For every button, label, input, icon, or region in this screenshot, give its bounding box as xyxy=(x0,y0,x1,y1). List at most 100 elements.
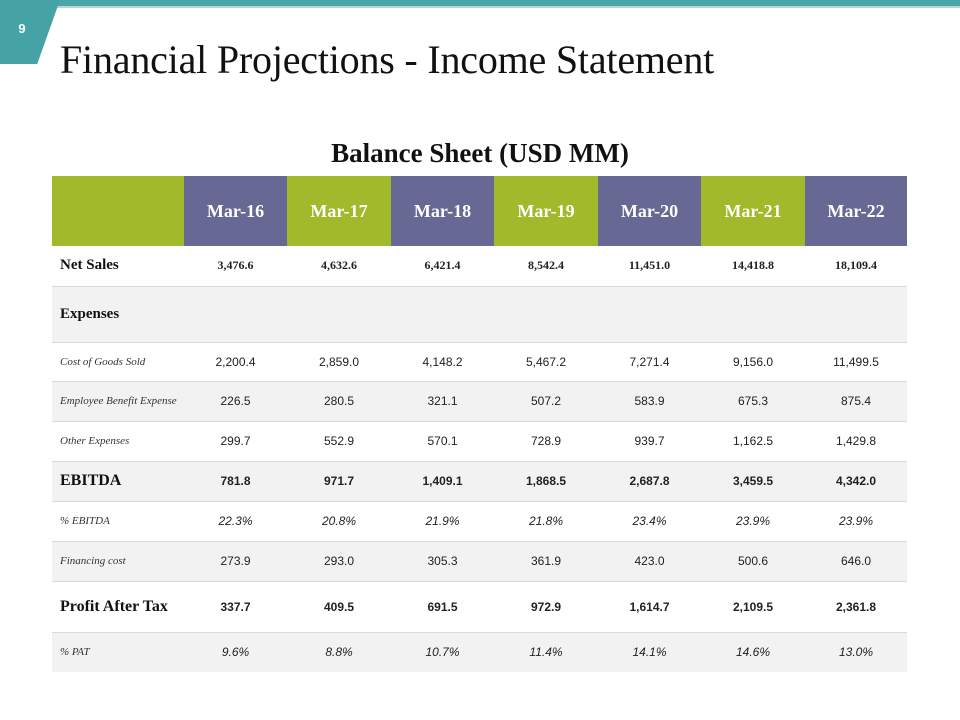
table-cell: 23.9% xyxy=(701,501,805,542)
table-cell: 507.2 xyxy=(494,381,598,422)
table-cell: 4,632.6 xyxy=(287,246,391,287)
table-cell: 781.8 xyxy=(184,461,287,502)
row-label: Employee Benefit Expense xyxy=(52,381,184,422)
table-cell: 1,429.8 xyxy=(805,421,907,462)
table-cell: 299.7 xyxy=(184,421,287,462)
table-cell: 2,687.8 xyxy=(598,461,701,502)
table-cell: 423.0 xyxy=(598,541,701,582)
top-accent-bar xyxy=(0,0,960,6)
table-cell: 3,459.5 xyxy=(701,461,805,502)
header-corner-cell xyxy=(52,176,184,246)
table-cell: 23.4% xyxy=(598,501,701,542)
table-row-financing-cost: Financing cost 273.9 293.0 305.3 361.9 4… xyxy=(52,541,907,582)
table-cell: 4,148.2 xyxy=(391,342,494,382)
table-cell: 11,451.0 xyxy=(598,246,701,287)
table-cell: 675.3 xyxy=(701,381,805,422)
page-number-flag xyxy=(0,0,60,64)
table-row-expenses: Expenses xyxy=(52,286,907,343)
table-cell xyxy=(598,286,701,343)
table-cell: 321.1 xyxy=(391,381,494,422)
table-cell: 6,421.4 xyxy=(391,246,494,287)
year-header: Mar-16 xyxy=(184,176,287,246)
table-cell: 646.0 xyxy=(805,541,907,582)
table-row-profit-after-tax: Profit After Tax 337.7 409.5 691.5 972.9… xyxy=(52,581,907,633)
table-cell: 20.8% xyxy=(287,501,391,542)
row-label: EBITDA xyxy=(52,461,184,502)
table-cell: 939.7 xyxy=(598,421,701,462)
table-cell: 337.7 xyxy=(184,581,287,633)
row-label: Net Sales xyxy=(52,246,184,287)
year-header: Mar-21 xyxy=(701,176,805,246)
table-cell: 1,409.1 xyxy=(391,461,494,502)
table-row-net-sales: Net Sales 3,476.6 4,632.6 6,421.4 8,542.… xyxy=(52,246,907,287)
table-cell: 7,271.4 xyxy=(598,342,701,382)
table-cell xyxy=(805,286,907,343)
table-cell: 2,200.4 xyxy=(184,342,287,382)
header-row: Mar-16 Mar-17 Mar-18 Mar-19 Mar-20 Mar-2… xyxy=(52,176,907,246)
table-cell: 21.9% xyxy=(391,501,494,542)
row-label: Financing cost xyxy=(52,541,184,582)
table-cell: 14.1% xyxy=(598,632,701,672)
table-row-other-expenses: Other Expenses 299.7 552.9 570.1 728.9 9… xyxy=(52,421,907,462)
income-statement-table: Mar-16 Mar-17 Mar-18 Mar-19 Mar-20 Mar-2… xyxy=(52,176,907,672)
table-title: Balance Sheet (USD MM) xyxy=(331,138,629,168)
table-cell: 11.4% xyxy=(494,632,598,672)
table-cell: 280.5 xyxy=(287,381,391,422)
row-label: % PAT xyxy=(52,632,184,672)
table-cell: 8,542.4 xyxy=(494,246,598,287)
table-row-ebitda: EBITDA 781.8 971.7 1,409.1 1,868.5 2,687… xyxy=(52,461,907,502)
table-cell: 500.6 xyxy=(701,541,805,582)
table-cell: 1,162.5 xyxy=(701,421,805,462)
table-cell: 2,361.8 xyxy=(805,581,907,633)
table-cell: 570.1 xyxy=(391,421,494,462)
slide-title: Financial Projections - Income Statement xyxy=(60,37,715,82)
row-label: Expenses xyxy=(52,286,184,343)
table-cell: 226.5 xyxy=(184,381,287,422)
year-header: Mar-18 xyxy=(391,176,494,246)
table-cell: 10.7% xyxy=(391,632,494,672)
table-cell xyxy=(184,286,287,343)
table-cell: 875.4 xyxy=(805,381,907,422)
year-header: Mar-20 xyxy=(598,176,701,246)
table-cell: 293.0 xyxy=(287,541,391,582)
table-cell: 13.0% xyxy=(805,632,907,672)
table-cell: 14,418.8 xyxy=(701,246,805,287)
table-cell xyxy=(494,286,598,343)
year-header: Mar-19 xyxy=(494,176,598,246)
table-cell xyxy=(287,286,391,343)
table-cell xyxy=(701,286,805,343)
table-cell: 4,342.0 xyxy=(805,461,907,502)
table-cell: 14.6% xyxy=(701,632,805,672)
row-label: % EBITDA xyxy=(52,501,184,542)
table-cell: 728.9 xyxy=(494,421,598,462)
table-cell: 1,614.7 xyxy=(598,581,701,633)
year-header: Mar-17 xyxy=(287,176,391,246)
table-row-pct-pat: % PAT 9.6% 8.8% 10.7% 11.4% 14.1% 14.6% … xyxy=(52,632,907,672)
table-cell: 11,499.5 xyxy=(805,342,907,382)
table-cell: 23.9% xyxy=(805,501,907,542)
table-cell xyxy=(391,286,494,343)
table-row-employee-benefit: Employee Benefit Expense 226.5 280.5 321… xyxy=(52,381,907,422)
table-cell: 22.3% xyxy=(184,501,287,542)
table-cell: 2,859.0 xyxy=(287,342,391,382)
table-cell: 8.8% xyxy=(287,632,391,672)
table-cell: 361.9 xyxy=(494,541,598,582)
table-cell: 971.7 xyxy=(287,461,391,502)
table-cell: 273.9 xyxy=(184,541,287,582)
table-cell: 972.9 xyxy=(494,581,598,633)
page-number: 9 xyxy=(18,21,26,36)
row-label: Cost of Goods Sold xyxy=(52,342,184,382)
top-accent-line xyxy=(0,6,960,8)
table-cell: 9.6% xyxy=(184,632,287,672)
year-header: Mar-22 xyxy=(805,176,907,246)
table-cell: 3,476.6 xyxy=(184,246,287,287)
table-cell: 1,868.5 xyxy=(494,461,598,502)
table-cell: 305.3 xyxy=(391,541,494,582)
table-cell: 5,467.2 xyxy=(494,342,598,382)
row-label: Profit After Tax xyxy=(52,581,184,633)
table-row-cogs: Cost of Goods Sold 2,200.4 2,859.0 4,148… xyxy=(52,342,907,382)
table-cell: 552.9 xyxy=(287,421,391,462)
row-label: Other Expenses xyxy=(52,421,184,462)
table-row-pct-ebitda: % EBITDA 22.3% 20.8% 21.9% 21.8% 23.4% 2… xyxy=(52,501,907,542)
table-cell: 21.8% xyxy=(494,501,598,542)
